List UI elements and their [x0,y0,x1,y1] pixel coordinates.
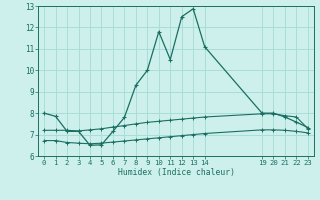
X-axis label: Humidex (Indice chaleur): Humidex (Indice chaleur) [117,168,235,177]
